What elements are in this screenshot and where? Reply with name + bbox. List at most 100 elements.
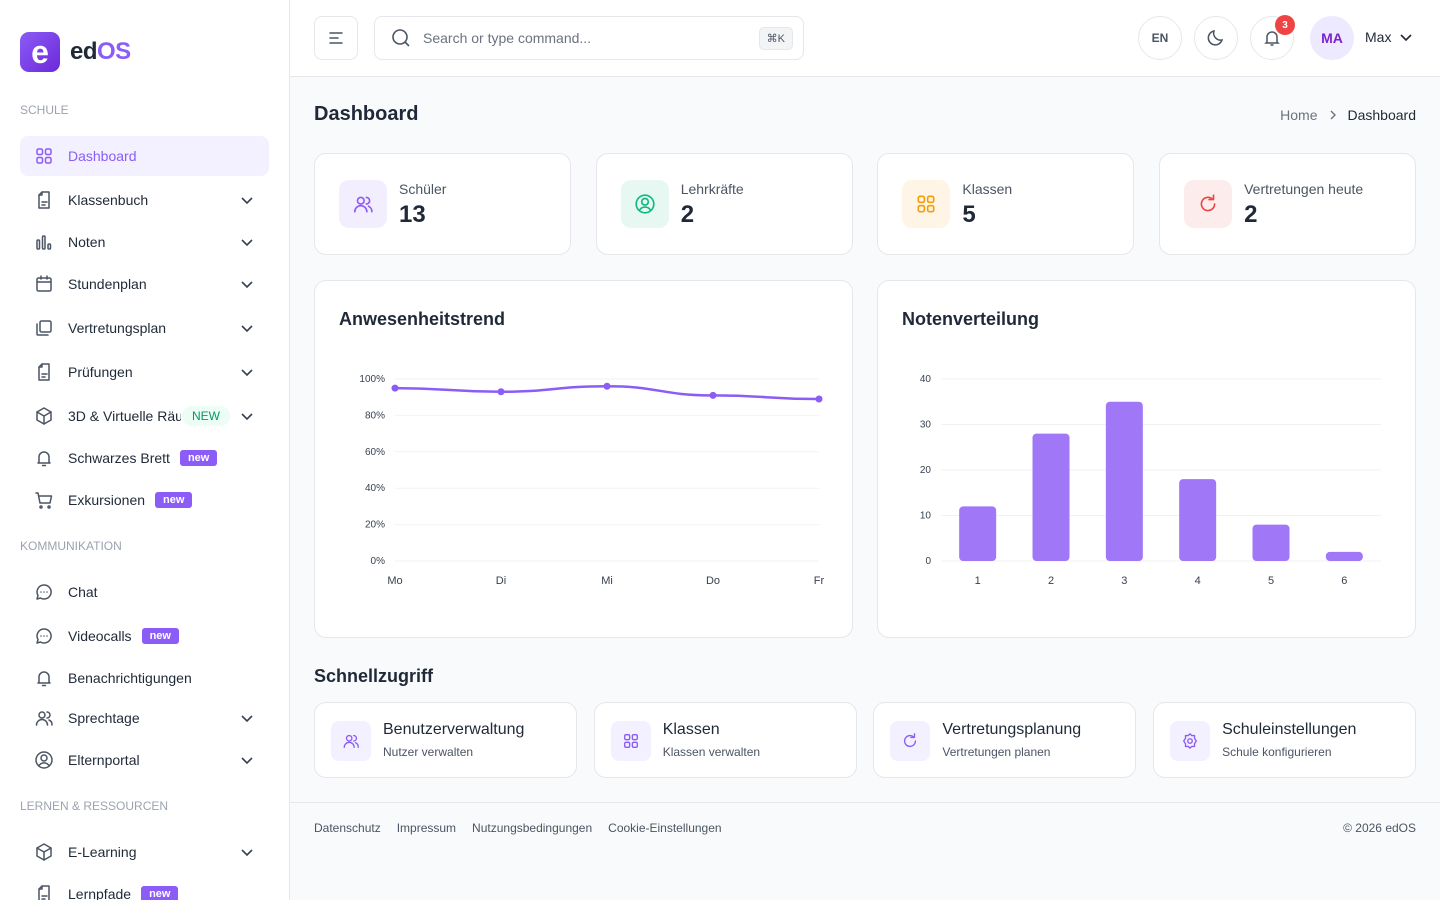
attendance-line-chart: 0% 20% 40% 60% 80% 100% Mo Di Mi Do Fr bbox=[359, 374, 824, 587]
footer-link-datenschutz[interactable]: Datenschutz bbox=[314, 821, 381, 835]
bar bbox=[1179, 479, 1217, 561]
footer-link-cookies[interactable]: Cookie-Einstellungen bbox=[608, 821, 722, 835]
grade-distribution-chart-card: Notenverteilung 0 10 20 30 40 1 2 3 4 5 6 bbox=[877, 280, 1416, 638]
breadcrumb: Home Dashboard bbox=[1280, 107, 1416, 123]
settings-icon bbox=[1183, 733, 1198, 749]
breadcrumb-home[interactable]: Home bbox=[1280, 107, 1318, 123]
y-tick-label: 20% bbox=[365, 520, 385, 531]
x-tick-label: Mi bbox=[601, 575, 613, 587]
sidebar-item-schwarzes-brett[interactable]: Schwarzes Brett new bbox=[20, 438, 269, 478]
users-icon bbox=[35, 711, 53, 726]
cart-icon bbox=[35, 492, 53, 509]
sidebar-item-klassenbuch[interactable]: Klassenbuch bbox=[20, 180, 269, 220]
x-tick-label: 1 bbox=[975, 575, 981, 587]
quick-access-card[interactable]: Schuleinstellungen Schule konfigurieren bbox=[1153, 702, 1417, 778]
quick-access-card[interactable]: Vertretungsplanung Vertretungen planen bbox=[873, 702, 1137, 778]
footer-link-impressum[interactable]: Impressum bbox=[396, 821, 457, 835]
sidebar-item-label: Chat bbox=[68, 584, 98, 600]
sidebar-item-videocalls[interactable]: Videocalls new bbox=[20, 616, 269, 656]
user-name: Max bbox=[1365, 29, 1392, 45]
y-tick-label: 30 bbox=[920, 420, 932, 431]
x-tick-label: 5 bbox=[1268, 575, 1274, 587]
theme-toggle-button[interactable] bbox=[1194, 16, 1238, 60]
stat-value: 2 bbox=[1244, 201, 1258, 228]
quick-title: Klassen bbox=[662, 721, 720, 738]
logo[interactable]: e edOS bbox=[20, 32, 131, 72]
stat-icon-box bbox=[339, 180, 387, 228]
sidebar-item-elternportal[interactable]: Elternportal bbox=[20, 740, 269, 780]
quick-icon-box bbox=[331, 721, 371, 761]
sidebar-item-3d-virtuelle-räume[interactable]: 3D & Virtuelle RäumeNEW bbox=[20, 396, 269, 436]
chevron-down-icon[interactable] bbox=[239, 844, 255, 860]
quick-access-card[interactable]: Benutzerverwaltung Nutzer verwalten bbox=[314, 702, 577, 778]
y-tick-label: 0 bbox=[925, 556, 931, 567]
sidebar-item-exkursionen[interactable]: Exkursionen new bbox=[20, 480, 269, 520]
chat-icon bbox=[34, 582, 54, 602]
chevron-down-icon[interactable] bbox=[239, 320, 255, 336]
avatar[interactable]: MA bbox=[1310, 16, 1354, 60]
document-icon bbox=[38, 885, 50, 900]
chevron-down-icon[interactable] bbox=[239, 408, 255, 424]
footer: Datenschutz Impressum Nutzungsbedingunge… bbox=[290, 802, 1440, 900]
moon-icon bbox=[1207, 30, 1224, 46]
notification-count-badge: 3 bbox=[1275, 15, 1295, 35]
sidebar-item-vertretungsplan[interactable]: Vertretungsplan bbox=[20, 308, 269, 348]
section-label-kommunikation: KOMMUNIKATION bbox=[20, 539, 122, 553]
sidebar-item-sprechtage[interactable]: Sprechtage bbox=[20, 698, 269, 738]
quick-access-card[interactable]: Klassen Klassen verwalten bbox=[593, 702, 857, 778]
quick-subtitle: Vertretungen planen bbox=[942, 745, 1051, 759]
grid-icon bbox=[917, 195, 935, 213]
chevron-down-icon[interactable] bbox=[239, 710, 255, 726]
chat-icon bbox=[36, 584, 52, 600]
document-icon bbox=[34, 362, 54, 382]
user-menu[interactable]: Max bbox=[1365, 29, 1413, 45]
x-tick-label: 3 bbox=[1121, 575, 1127, 587]
document-icon bbox=[34, 190, 54, 210]
chevron-down-icon[interactable] bbox=[239, 364, 255, 380]
document-icon bbox=[34, 884, 54, 900]
sidebar-item-label: Dashboard bbox=[68, 148, 137, 164]
chevron-down-icon[interactable] bbox=[239, 192, 255, 208]
chart-title: Notenverteilung bbox=[902, 309, 1040, 329]
menu-icon bbox=[329, 32, 343, 44]
y-tick-label: 40% bbox=[365, 483, 385, 494]
sidebar-item-stundenplan[interactable]: Stundenplan bbox=[20, 264, 269, 304]
stat-card: Vertretungen heute 2 bbox=[1159, 153, 1417, 255]
footer-link-nutzungsbedingungen[interactable]: Nutzungsbedingungen bbox=[472, 821, 593, 835]
chevron-down-icon[interactable] bbox=[239, 234, 255, 250]
cube-icon bbox=[34, 406, 54, 426]
x-tick-label: 6 bbox=[1341, 575, 1347, 587]
sidebar-item-noten[interactable]: Noten bbox=[20, 222, 269, 262]
refresh-icon bbox=[1200, 194, 1216, 212]
notifications-button[interactable]: 3 bbox=[1250, 15, 1295, 60]
sidebar-item-dashboard[interactable]: Dashboard bbox=[20, 136, 269, 176]
chevron-down-icon[interactable] bbox=[239, 276, 255, 292]
sidebar-item-lernpfade[interactable]: Lernpfade new bbox=[20, 874, 269, 900]
sidebar-item-label: Schwarzes Brett bbox=[68, 450, 170, 466]
breadcrumb-current: Dashboard bbox=[1347, 107, 1417, 123]
sidebar-item-e-learning[interactable]: E-Learning bbox=[20, 832, 269, 872]
quick-icon-box bbox=[890, 721, 931, 761]
sidebar-item-label: Noten bbox=[68, 234, 106, 250]
sidebar-toggle-button[interactable] bbox=[314, 16, 358, 60]
quick-subtitle: Schule konfigurieren bbox=[1222, 745, 1332, 759]
stat-icon-box bbox=[902, 180, 951, 228]
language-button[interactable]: EN bbox=[1138, 16, 1182, 60]
bar-chart-icon bbox=[36, 235, 52, 250]
sidebar-item-prüfungen[interactable]: Prüfungen bbox=[20, 352, 269, 392]
search-input[interactable]: Search or type command... ⌘K bbox=[374, 16, 804, 60]
sidebar-item-benachrichtigungen[interactable]: Benachrichtigungen bbox=[20, 658, 269, 698]
sidebar-item-label: 3D & Virtuelle Räume bbox=[68, 408, 181, 424]
page-title: Dashboard bbox=[314, 103, 419, 125]
user-circle-icon bbox=[34, 750, 54, 770]
x-tick-label: 2 bbox=[1048, 575, 1054, 587]
chevron-down-icon bbox=[1400, 34, 1413, 42]
y-tick-label: 0% bbox=[371, 556, 386, 567]
x-tick-label: 4 bbox=[1195, 575, 1201, 587]
chevron-down-icon[interactable] bbox=[239, 752, 255, 768]
user-circle-icon bbox=[35, 751, 53, 769]
sidebar-item-chat[interactable]: Chat bbox=[20, 572, 269, 612]
copy-icon bbox=[34, 318, 54, 338]
quick-subtitle: Klassen verwalten bbox=[662, 745, 761, 759]
sidebar-item-label: Klassenbuch bbox=[68, 192, 149, 208]
